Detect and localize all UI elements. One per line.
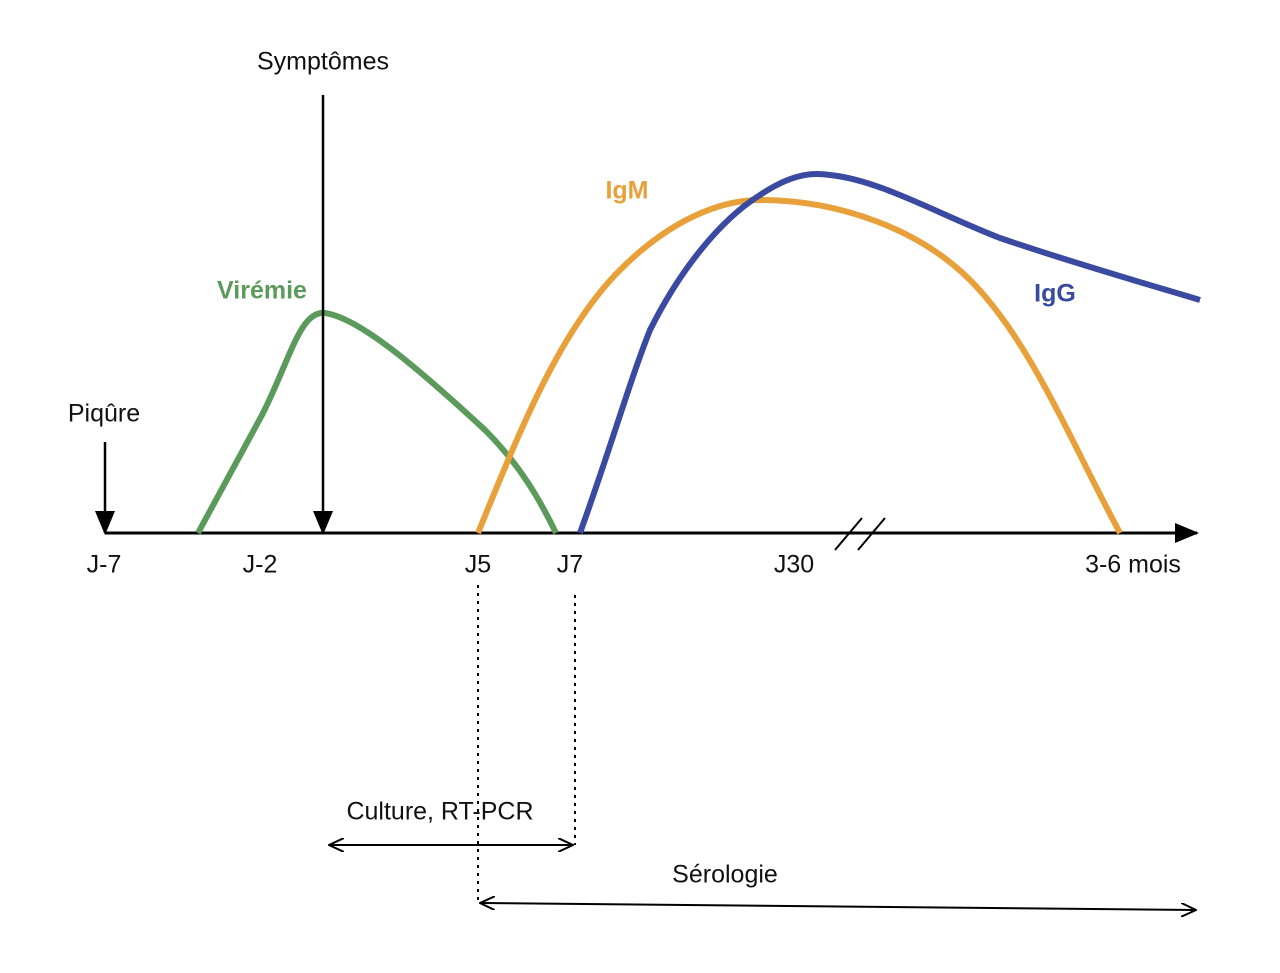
- axis-tick-label: J-7: [87, 551, 122, 579]
- axis-tick-label: J-2: [243, 551, 278, 579]
- axis-tick-label: J5: [465, 551, 491, 579]
- igg-label: IgG: [1034, 280, 1076, 308]
- igg-curve: [577, 171, 1201, 535]
- igm-label: IgM: [605, 177, 648, 205]
- symptoms-label: Symptômes: [257, 48, 389, 76]
- viremia-curve: [195, 309, 559, 535]
- serology-range: [480, 903, 1196, 910]
- igm-curve: [475, 196, 1123, 535]
- culture-label: Culture, RT-PCR: [346, 798, 533, 826]
- bite-label: Piqûre: [68, 400, 140, 428]
- axis-break: [834, 517, 863, 551]
- axis-tick-label: 3-6 mois: [1085, 551, 1181, 579]
- serology-label: Sérologie: [672, 861, 778, 889]
- axis-break: [857, 517, 886, 551]
- viremia-label: Virémie: [217, 277, 307, 305]
- axis-tick-label: J30: [774, 551, 814, 579]
- axis-tick-label: J7: [557, 551, 583, 579]
